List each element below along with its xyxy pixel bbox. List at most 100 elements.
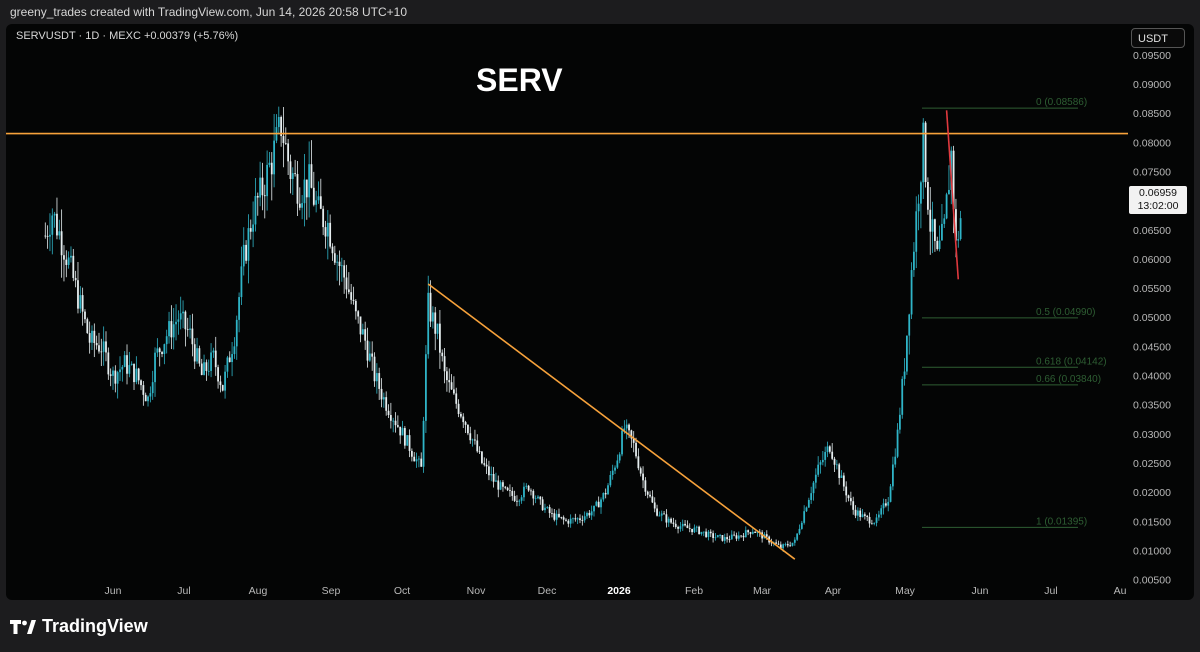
candle [707, 530, 710, 541]
candle [345, 264, 348, 299]
candle [945, 192, 948, 220]
candle [49, 213, 51, 252]
candle [635, 437, 637, 459]
candle [934, 218, 936, 252]
candle [121, 364, 124, 382]
symbol-info[interactable]: SERVUSDT · 1D · MEXC +0.00379 (+5.76%) [16, 30, 239, 42]
chart-panel[interactable]: 0 (0.08586) 0.5 (0.04990) 0.618 (0.04142) 0… [6, 24, 1194, 600]
candle [602, 492, 605, 502]
candle [415, 452, 418, 468]
candle-body [415, 459, 418, 462]
candle [214, 336, 217, 376]
candle-body [588, 512, 591, 516]
candle-body [936, 240, 939, 249]
candle [714, 533, 717, 541]
candle-body [254, 195, 257, 225]
candle-body [210, 352, 212, 371]
candle-body [516, 500, 518, 502]
candle [453, 376, 455, 395]
candle [133, 363, 135, 391]
candle-body [959, 218, 962, 240]
candle [77, 262, 79, 314]
candle [84, 309, 86, 324]
candle-body [331, 246, 334, 254]
candle-body [46, 235, 49, 237]
fib-level: 0 (0.08586) [922, 97, 1087, 109]
candle-body [747, 530, 750, 533]
candle-body [471, 439, 474, 441]
candle-body [361, 329, 364, 335]
candle [558, 508, 560, 518]
candle-body [656, 508, 658, 516]
candle [366, 327, 369, 368]
candle-body [511, 490, 514, 496]
candle-body [709, 531, 712, 534]
y-tick-label: 0.00500 [1133, 575, 1171, 587]
candle [282, 106, 285, 168]
candle [403, 426, 406, 449]
candle-body [205, 362, 208, 371]
candle-body [812, 482, 815, 494]
candle [462, 413, 465, 429]
candle-body [214, 350, 217, 368]
candle-body [312, 187, 315, 205]
price-chart[interactable]: 0 (0.08586) 0.5 (0.04990) 0.618 (0.04142) 0… [6, 24, 1194, 600]
candle [140, 379, 142, 391]
candle [742, 533, 745, 542]
candle [499, 480, 502, 491]
candle [485, 458, 488, 475]
x-tick-label: Au [1114, 585, 1127, 597]
candle [331, 243, 334, 261]
candle-body [721, 535, 724, 541]
candle [616, 454, 619, 469]
candle [203, 354, 205, 376]
candle-body [702, 531, 705, 533]
candle-body [79, 295, 82, 309]
candle-body [469, 433, 472, 441]
candle-body [378, 373, 381, 389]
candle-body [347, 289, 350, 293]
candle-body [406, 435, 409, 446]
candle [254, 178, 257, 232]
candle-body [551, 513, 553, 514]
candle-body [51, 215, 54, 235]
candle-body [600, 499, 602, 508]
candle [135, 356, 138, 385]
candle [189, 315, 191, 339]
candle-body [121, 366, 124, 370]
candle-body [784, 544, 787, 545]
candle [833, 456, 836, 472]
candle [861, 509, 864, 518]
candle-body [259, 177, 262, 198]
candle-body [686, 525, 689, 529]
candle-body [898, 414, 901, 430]
candle-body [182, 311, 184, 314]
candle [674, 519, 677, 529]
currency-button[interactable]: USDT [1131, 28, 1185, 48]
candle [51, 208, 54, 255]
candle [791, 542, 794, 547]
x-tick-label: Apr [825, 585, 842, 597]
candle-body [523, 486, 525, 498]
candle [877, 510, 880, 521]
y-tick-label: 0.04000 [1133, 371, 1171, 383]
tradingview-brand[interactable]: TradingView [10, 616, 148, 637]
candle [249, 219, 252, 240]
candle-body [436, 323, 439, 334]
candle-body [845, 486, 848, 496]
candle-body [77, 280, 79, 309]
candle [116, 370, 119, 399]
candle-body [938, 240, 941, 249]
candle-body [611, 470, 614, 476]
candle-body [765, 534, 768, 537]
candle [906, 335, 908, 375]
candle-body [310, 164, 313, 188]
candle-body [616, 460, 619, 468]
candle [354, 299, 357, 320]
candle-body [569, 518, 572, 524]
candle [859, 507, 862, 521]
candle-body [354, 300, 357, 312]
candle-body [817, 464, 820, 475]
candle-body [532, 490, 535, 499]
candle-body [357, 311, 360, 317]
